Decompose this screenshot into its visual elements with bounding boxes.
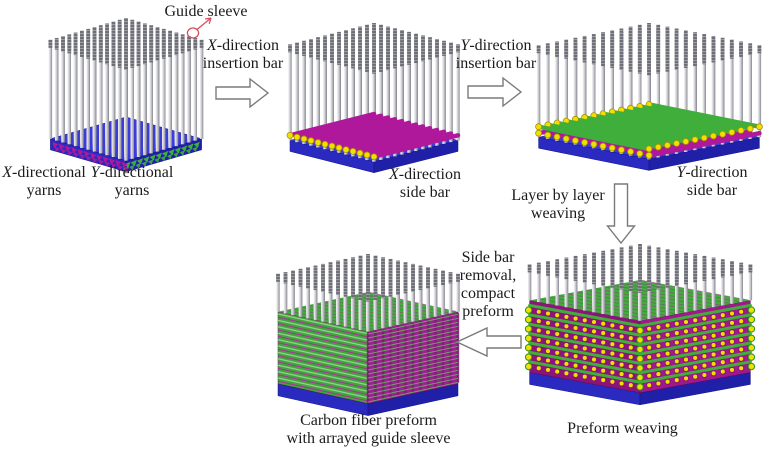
- side-bar-removal-label: Side bar removal, compact preform: [452, 249, 524, 321]
- stage4-preform-weaving-figure: [524, 244, 756, 406]
- label-text: compact: [460, 285, 516, 303]
- x-insertion-bar-label: X-direction insertion bar: [197, 37, 289, 73]
- layer-weaving-down-arrow-icon: [606, 183, 636, 245]
- label-text: Side bar: [461, 249, 515, 266]
- y-insertion-bar-label: Y-direction insertion bar: [450, 37, 542, 73]
- guide-sleeve-annotation-icon: [186, 17, 212, 39]
- stage3-y-side-bar-figure: [535, 23, 763, 171]
- stage2-x-side-bar-figure: [286, 23, 461, 174]
- label-text: side bar: [686, 182, 738, 200]
- x-insertion-arrow-icon: [215, 77, 270, 109]
- label-italic: Y: [90, 164, 100, 181]
- label-text: preform: [462, 303, 514, 321]
- stage1-yarn-array-figure: [48, 18, 204, 173]
- x-side-bar-label: X-direction side bar: [378, 166, 472, 202]
- label-italic: Y: [460, 37, 470, 54]
- label-text: -directional: [12, 164, 86, 181]
- label-italic: X: [2, 164, 13, 181]
- y-directional-yarns-label: Y-directional yarns: [86, 164, 178, 200]
- guide-sleeve-label: Guide sleeve: [164, 3, 248, 20]
- label-text: removal,: [459, 267, 517, 285]
- label-text: -direction: [685, 164, 748, 181]
- label-text: yarns: [26, 182, 62, 200]
- label-italic: Y: [676, 164, 686, 181]
- layer-by-layer-weaving-label: Layer by layer weaving: [505, 187, 611, 223]
- y-side-bar-label: Y-direction side bar: [664, 164, 760, 200]
- x-directional-yarns-label: X-directional yarns: [0, 164, 90, 200]
- label-text: Carbon fiber preform: [300, 412, 437, 429]
- carbon-fiber-preform-label: Carbon fiber preform with arrayed guide …: [266, 412, 471, 448]
- label-italic: X: [207, 37, 217, 54]
- stage5-compact-preform-figure: [276, 254, 460, 416]
- label-italic: X: [389, 166, 399, 183]
- side-bar-removal-left-arrow-icon: [455, 326, 522, 358]
- label-text: -direction: [398, 166, 461, 183]
- label-text: -directional: [99, 164, 174, 181]
- label-text: weaving: [530, 205, 586, 223]
- label-text: insertion bar: [202, 55, 284, 73]
- preform-weaving-label: Preform weaving: [567, 420, 678, 437]
- label-text: insertion bar: [455, 55, 537, 73]
- label-text: -direction: [216, 37, 279, 54]
- label-text: side bar: [399, 184, 451, 202]
- label-text: with arrayed guide sleeve: [286, 430, 451, 448]
- label-text: yarns: [114, 182, 150, 200]
- label-text: -direction: [469, 37, 532, 54]
- label-text: Layer by layer: [511, 187, 605, 204]
- y-insertion-arrow-icon: [467, 76, 523, 108]
